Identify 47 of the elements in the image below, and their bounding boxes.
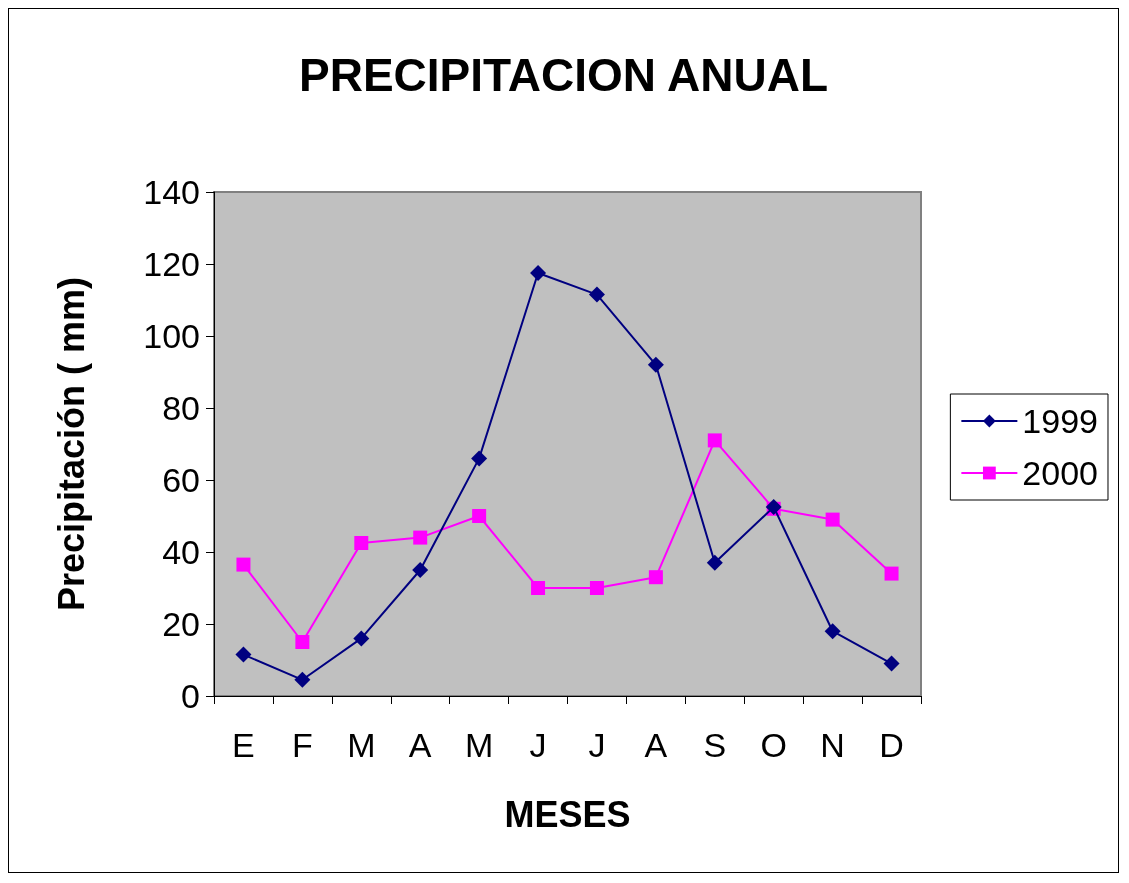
point <box>589 581 604 595</box>
chart-title: PRECIPITACION ANUAL <box>299 49 828 101</box>
point <box>413 530 428 545</box>
point <box>824 623 841 640</box>
point <box>883 655 900 672</box>
point <box>884 566 899 581</box>
y-tick-label: 120 <box>143 245 200 283</box>
legend-label: 1999 <box>1022 402 1098 440</box>
x-tick-label: J <box>588 726 606 764</box>
point <box>353 630 370 647</box>
x-tick-label: E <box>232 726 255 764</box>
x-tick-label: M <box>464 726 494 764</box>
y-tick-label: 80 <box>162 389 200 427</box>
y-tick-label: 40 <box>162 533 200 571</box>
x-tick-label: F <box>291 726 313 764</box>
point <box>825 512 840 527</box>
point <box>647 356 664 373</box>
point <box>588 286 605 303</box>
legend-label: 2000 <box>1022 454 1098 492</box>
y-tick-label: 20 <box>162 605 200 643</box>
x-tick-label: D <box>879 726 904 764</box>
point <box>531 581 546 595</box>
y-tick-label: 140 <box>143 173 200 211</box>
y-tick-label: 0 <box>181 677 200 715</box>
x-tick-label: J <box>529 726 547 764</box>
y-tick-label: 100 <box>143 317 200 355</box>
point <box>472 509 487 523</box>
point <box>648 570 663 585</box>
x-tick-label: A <box>644 726 668 764</box>
point <box>354 536 369 550</box>
point <box>412 562 429 578</box>
x-tick-label: M <box>347 726 376 764</box>
x-axis-title: MESES <box>504 793 631 835</box>
x-tick-label: N <box>820 726 845 764</box>
point <box>235 646 252 663</box>
point <box>236 557 251 572</box>
x-tick-label: A <box>408 726 432 764</box>
point <box>706 554 723 571</box>
point <box>295 635 310 649</box>
x-tick-label: O <box>760 726 787 764</box>
point <box>294 671 311 688</box>
point <box>471 450 488 467</box>
y-axis-title: Precipitación ( mm) <box>50 276 92 612</box>
x-tick-label: S <box>703 726 727 764</box>
y-tick-label: 60 <box>162 461 200 499</box>
point <box>530 265 547 281</box>
point <box>707 433 722 448</box>
